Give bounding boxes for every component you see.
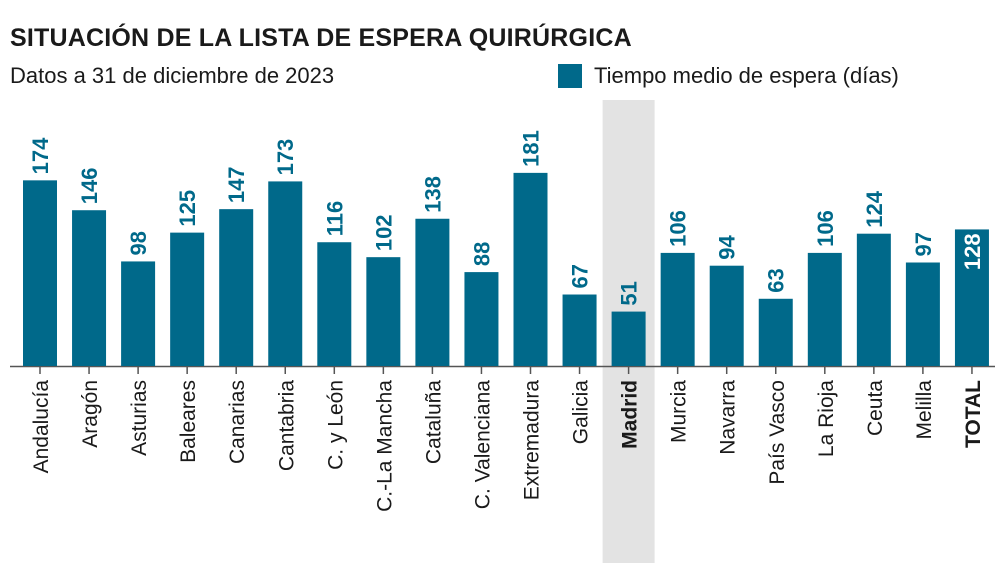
bar-ceuta — [856, 233, 891, 366]
category-label-baleares: Baleares — [177, 380, 200, 463]
bar-c-valenciana — [464, 272, 499, 366]
chart-subtitle: Datos a 31 de diciembre de 2023 — [10, 63, 335, 88]
data-label-asturias: 98 — [126, 231, 151, 255]
data-label-cantabria: 173 — [273, 139, 298, 176]
bar-canarias — [219, 209, 254, 366]
data-label-galicia: 67 — [568, 264, 593, 288]
data-label-navarra: 94 — [715, 234, 740, 259]
bar-baleares — [170, 232, 205, 366]
bar-navarra — [709, 265, 744, 366]
bar-cataluna — [415, 218, 450, 366]
category-label-aragon: Aragón — [79, 380, 102, 448]
legend: Tiempo medio de espera (días) — [558, 63, 899, 89]
bar-aragon — [72, 210, 107, 366]
category-label-canarias: Canarias — [226, 380, 249, 464]
data-label-melilla: 97 — [911, 232, 936, 256]
category-label-c-valenciana: C. Valenciana — [471, 380, 494, 510]
category-label-ceuta: Ceuta — [864, 380, 887, 436]
bar-galicia — [562, 294, 597, 366]
bar-asturias — [121, 261, 156, 366]
data-label-canarias: 147 — [224, 166, 249, 203]
data-label-pais-vasco: 63 — [764, 268, 789, 292]
data-label-total: 128 — [960, 233, 985, 270]
category-label-cataluna: Cataluña — [422, 380, 445, 464]
category-label-la-rioja: La Rioja — [815, 380, 838, 457]
bar-andalucia — [23, 180, 57, 366]
category-label-total: TOTAL — [962, 380, 985, 448]
bar-cantabria — [268, 181, 303, 366]
bar-melilla — [905, 262, 940, 366]
category-label-madrid: Madrid — [619, 380, 642, 449]
legend-swatch — [558, 64, 582, 88]
category-label-navarra: Navarra — [717, 380, 740, 455]
data-label-c-valenciana: 88 — [469, 242, 494, 266]
category-label-galicia: Galicia — [570, 380, 593, 445]
bar-total — [954, 229, 989, 366]
data-label-murcia: 106 — [666, 210, 691, 247]
data-label-extremadura: 181 — [519, 130, 544, 167]
category-label-murcia: Murcia — [668, 380, 691, 443]
data-label-andalucia: 174 — [28, 137, 53, 174]
legend-label: Tiempo medio de espera (días) — [594, 63, 899, 88]
data-label-c-y-leon: 116 — [322, 201, 347, 237]
category-label-cantabria: Cantabria — [275, 380, 298, 471]
category-label-extremadura: Extremadura — [521, 380, 544, 501]
data-label-baleares: 125 — [175, 190, 200, 227]
bar-madrid — [611, 311, 646, 366]
bar-la-rioja — [807, 252, 842, 366]
category-label-c-y-leon: C. y León — [324, 380, 347, 470]
data-label-madrid: 51 — [617, 281, 642, 305]
category-label-pais-vasco: País Vasco — [766, 380, 789, 485]
category-label-melilla: Melilla — [913, 380, 936, 440]
data-label-c-la-mancha: 102 — [371, 214, 396, 251]
bar-pais-vasco — [758, 298, 793, 366]
data-label-ceuta: 124 — [862, 190, 887, 227]
bar-c-la-mancha — [366, 257, 401, 366]
bar-murcia — [660, 252, 695, 366]
category-label-andalucia: Andalucía — [30, 380, 53, 474]
data-label-la-rioja: 106 — [813, 210, 838, 247]
bar-c-y-leon — [317, 242, 352, 366]
category-label-asturias: Asturias — [128, 380, 151, 456]
chart-title: SITUACIÓN DE LA LISTA DE ESPERA QUIRÚRGI… — [10, 24, 632, 52]
bar-extremadura — [513, 172, 548, 366]
category-label-c-la-mancha: C.-La Mancha — [373, 380, 396, 512]
data-label-aragon: 146 — [77, 167, 102, 204]
data-label-cataluna: 138 — [420, 176, 445, 213]
